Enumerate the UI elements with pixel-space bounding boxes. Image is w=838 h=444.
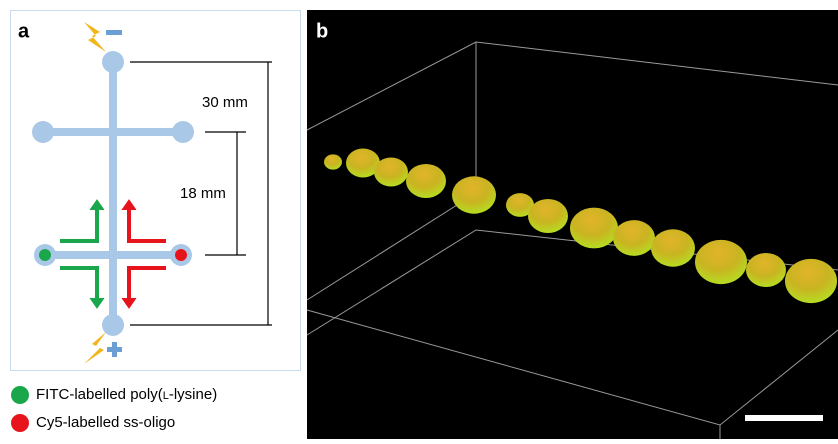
legend-swatch — [11, 414, 29, 432]
droplet — [651, 229, 695, 267]
scale-bar — [745, 415, 823, 421]
legend-text: l — [163, 386, 169, 403]
panel-a: a 30 mm — [10, 10, 301, 432]
panel-label: a — [18, 20, 30, 42]
panel-label: b — [316, 20, 328, 42]
droplets — [324, 148, 837, 304]
legend-swatch — [11, 386, 29, 404]
droplet — [695, 239, 747, 285]
dimension-label: 18 mm — [180, 185, 226, 202]
panel-b: b — [306, 10, 838, 439]
droplet — [406, 164, 446, 198]
droplet — [506, 193, 534, 217]
droplet — [374, 157, 408, 187]
legend-text: Cy5-labelled ss-oligo — [36, 414, 175, 431]
legend-label: FITC-labelled poly(l-lysine) — [36, 386, 217, 403]
arrows — [60, 199, 166, 309]
droplet — [570, 207, 618, 249]
panel-frame — [10, 10, 301, 371]
legend-label: Cy5-labelled ss-oligo — [36, 414, 175, 431]
plus-sign — [107, 342, 122, 357]
droplet — [528, 199, 568, 233]
red-dot — [175, 249, 187, 261]
legend-text: FITC-labelled poly( — [36, 386, 163, 403]
dimension-lines — [130, 61, 272, 326]
green-dot — [39, 249, 51, 261]
dimension-label: 30 mm — [202, 94, 248, 111]
minus-sign — [106, 30, 122, 35]
chip-channels — [32, 51, 194, 336]
droplet — [346, 148, 380, 178]
droplet — [452, 176, 496, 214]
droplet — [785, 258, 837, 304]
droplet — [746, 253, 786, 287]
legend-text: -lysine) — [169, 386, 217, 403]
legend: FITC-labelled poly(l-lysine) Cy5-labelled… — [11, 386, 217, 432]
droplet — [613, 220, 655, 256]
droplet — [324, 154, 342, 170]
